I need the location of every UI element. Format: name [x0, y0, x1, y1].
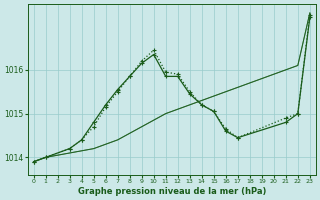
X-axis label: Graphe pression niveau de la mer (hPa): Graphe pression niveau de la mer (hPa): [77, 187, 266, 196]
